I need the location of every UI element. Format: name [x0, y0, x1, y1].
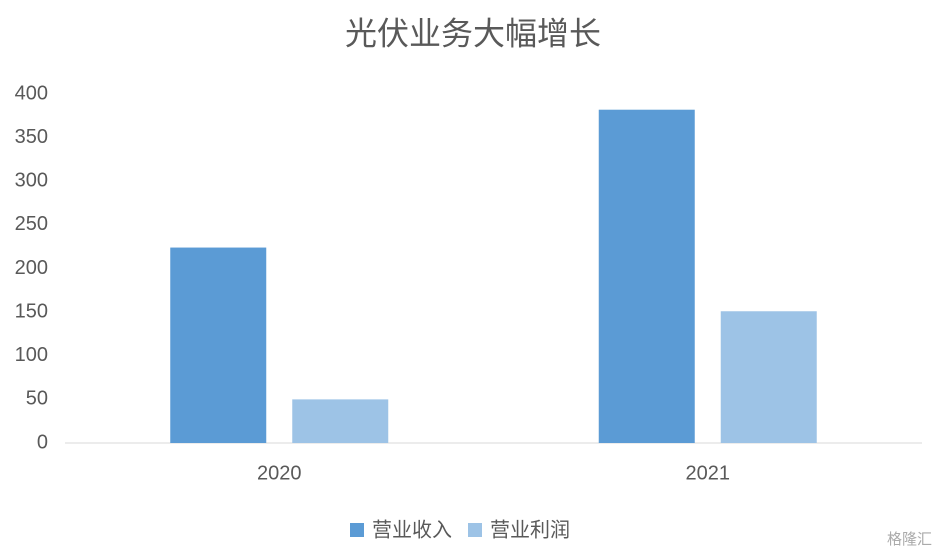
y-tick-label: 400 [15, 82, 48, 104]
x-tick-label: 2020 [257, 462, 302, 484]
legend-swatch [468, 523, 482, 537]
bar [720, 311, 817, 443]
y-tick-label: 0 [37, 431, 48, 453]
bar [292, 399, 389, 443]
y-tick-label: 100 [15, 344, 48, 366]
bar [170, 247, 267, 443]
bar [598, 109, 695, 443]
y-tick-label: 200 [15, 257, 48, 279]
y-tick-label: 250 [15, 213, 48, 235]
legend-label: 营业收入 [372, 518, 452, 541]
chart-title: 光伏业务大幅增长 [345, 15, 601, 53]
y-tick-label: 300 [15, 170, 48, 192]
x-tick-label: 2021 [686, 462, 731, 484]
legend-label: 营业利润 [490, 518, 570, 541]
y-tick-label: 350 [15, 126, 48, 148]
y-tick-label: 50 [26, 388, 48, 410]
legend-swatch [350, 523, 364, 537]
y-tick-label: 150 [15, 300, 48, 322]
watermark: 格隆汇 [887, 531, 932, 548]
